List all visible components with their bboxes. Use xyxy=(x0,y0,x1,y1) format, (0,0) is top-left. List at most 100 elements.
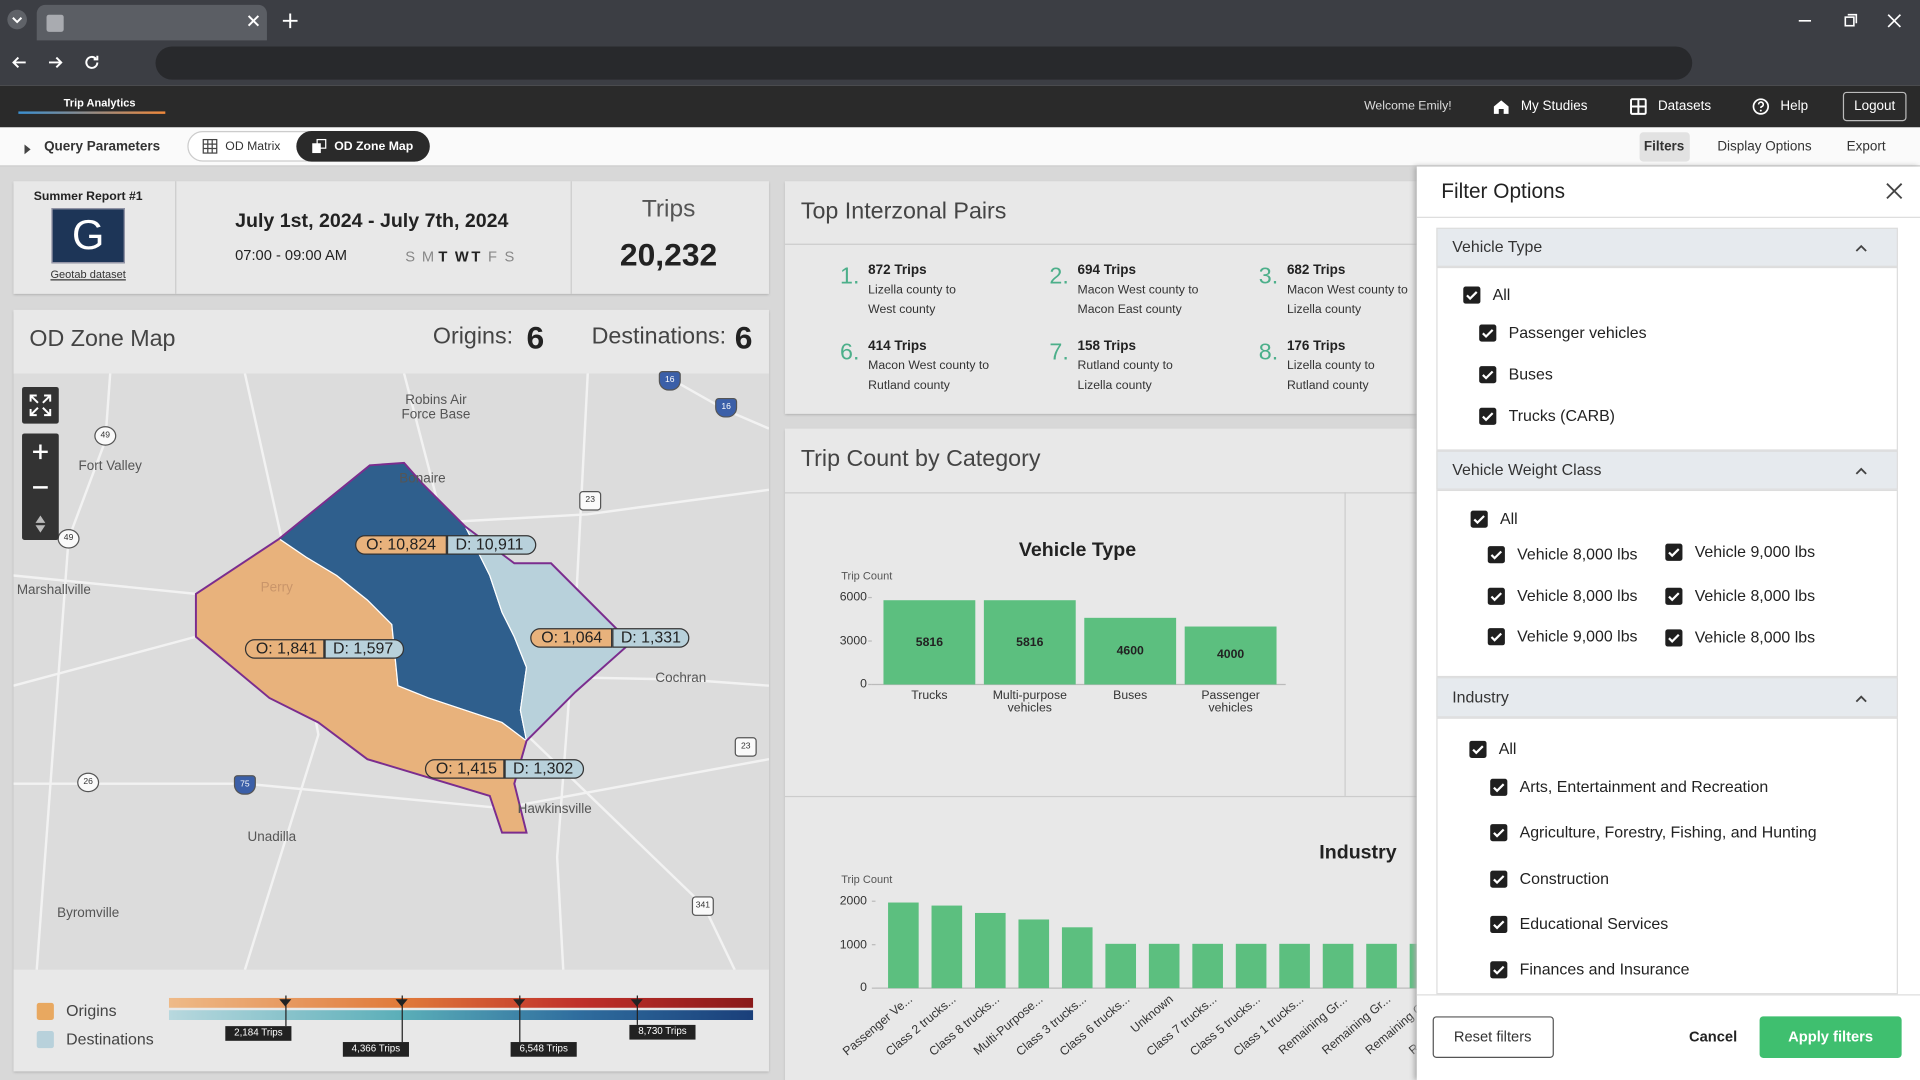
tab-label[interactable]: OD Matrix xyxy=(225,140,281,154)
forward[interactable] xyxy=(45,53,65,73)
checkbox[interactable] xyxy=(1479,366,1497,384)
tab-favicon xyxy=(46,14,64,32)
section-title[interactable]: Vehicle Weight Class xyxy=(1452,460,1602,479)
tab-icon[interactable] xyxy=(311,138,327,154)
origins-toggle[interactable] xyxy=(36,1002,54,1020)
new-tab[interactable] xyxy=(280,11,300,31)
restore[interactable] xyxy=(1840,11,1860,31)
checkbox[interactable] xyxy=(1490,870,1508,888)
checkbox[interactable] xyxy=(1469,740,1487,758)
dataset-link[interactable]: Geotab dataset xyxy=(50,268,126,281)
filter-option[interactable]: Buses xyxy=(1508,364,1553,384)
back[interactable] xyxy=(10,53,30,73)
section-header[interactable] xyxy=(1436,677,1898,718)
filter-option[interactable]: All xyxy=(1498,739,1517,758)
section-header[interactable] xyxy=(1436,450,1898,490)
checkbox[interactable] xyxy=(1665,629,1683,647)
tab-close[interactable] xyxy=(245,12,262,29)
destinations-toggle[interactable] xyxy=(36,1031,54,1049)
checkbox[interactable] xyxy=(1463,286,1481,304)
zone-destination-pill[interactable] xyxy=(324,639,405,659)
checkbox[interactable] xyxy=(1470,510,1488,528)
minimize[interactable] xyxy=(1795,11,1815,31)
filter-option[interactable]: Vehicle 9,000 lbs xyxy=(1517,626,1638,646)
filter-option[interactable]: Arts, Entertainment and Recreation xyxy=(1519,777,1769,796)
checkbox[interactable] xyxy=(1490,778,1508,796)
nav-link[interactable]: Datasets xyxy=(1657,99,1712,114)
zone-origin-pill[interactable] xyxy=(244,639,325,659)
nav-link[interactable]: Help xyxy=(1780,99,1809,114)
zone-destination-pill[interactable] xyxy=(504,759,585,779)
filter-option[interactable]: Construction xyxy=(1519,869,1609,888)
nav-icon[interactable] xyxy=(1751,97,1771,117)
back-glyph xyxy=(12,56,26,69)
tab-label[interactable]: OD Zone Map xyxy=(334,140,414,154)
filter-option[interactable]: All xyxy=(1500,509,1518,528)
tab-icon[interactable] xyxy=(202,138,218,154)
collapse-icon[interactable] xyxy=(1854,463,1869,478)
pair-rank: 6. xyxy=(840,339,860,366)
filter-option[interactable]: Educational Services xyxy=(1519,914,1669,933)
close-panel[interactable] xyxy=(1884,181,1904,201)
checkbox[interactable] xyxy=(1490,824,1508,842)
fullscreen-icon[interactable] xyxy=(28,393,52,417)
query-parameters[interactable]: Query Parameters xyxy=(44,139,161,155)
zone-destination-pill[interactable] xyxy=(446,535,537,555)
cancel-button[interactable]: Cancel xyxy=(1688,1027,1738,1045)
filter-option[interactable]: Trucks (CARB) xyxy=(1508,406,1615,425)
toolbar-action[interactable]: Filters xyxy=(1643,139,1685,155)
nav-link[interactable]: My Studies xyxy=(1520,99,1588,114)
checkbox[interactable] xyxy=(1479,407,1497,425)
checkbox[interactable] xyxy=(1479,324,1497,342)
logout-button[interactable] xyxy=(1842,91,1907,122)
section-header[interactable] xyxy=(1436,227,1898,267)
check-mark xyxy=(1482,412,1494,422)
zoom-in[interactable] xyxy=(31,442,51,462)
expand-arrow[interactable] xyxy=(21,140,33,155)
filter-option[interactable]: Finances and Insurance xyxy=(1519,959,1690,979)
zone-destination-pill[interactable] xyxy=(612,628,690,648)
zoom-out[interactable] xyxy=(31,478,51,498)
reload[interactable] xyxy=(82,53,102,73)
browser-tab[interactable] xyxy=(36,4,267,41)
checkbox[interactable] xyxy=(1487,587,1505,605)
fullscreen-button[interactable] xyxy=(22,386,59,424)
scale-line xyxy=(284,995,286,1027)
zone-origin-pill[interactable] xyxy=(355,535,447,555)
destinations-label: Destinations: xyxy=(591,323,727,350)
toolbar-action[interactable]: Display Options xyxy=(1717,139,1812,155)
section-title[interactable]: Vehicle Type xyxy=(1452,237,1543,256)
filter-option[interactable]: Vehicle 8,000 lbs xyxy=(1694,627,1816,647)
collapse-icon[interactable] xyxy=(1854,240,1869,255)
section-title[interactable]: Industry xyxy=(1452,687,1509,706)
zone-origin-pill[interactable] xyxy=(424,759,505,779)
filter-option[interactable]: Agriculture, Forestry, Fishing, and Hunt… xyxy=(1519,822,1817,842)
toolbar-action[interactable]: Export xyxy=(1846,139,1886,155)
checkbox[interactable] xyxy=(1487,628,1505,646)
address-bar[interactable] xyxy=(155,46,1693,80)
apply-button[interactable] xyxy=(1759,1016,1902,1058)
filter-option[interactable]: All xyxy=(1492,285,1511,304)
tab-menu[interactable] xyxy=(6,9,28,31)
reset-button[interactable] xyxy=(1432,1016,1554,1058)
checkbox[interactable] xyxy=(1490,915,1508,934)
filter-option[interactable]: Vehicle 8,000 lbs xyxy=(1517,544,1638,564)
filter-option[interactable]: Passenger vehicles xyxy=(1508,323,1647,342)
nav-icon[interactable] xyxy=(1629,97,1649,117)
close-window[interactable] xyxy=(1884,11,1904,31)
checkbox[interactable] xyxy=(1487,546,1505,564)
compass[interactable] xyxy=(31,514,51,534)
checkbox[interactable] xyxy=(1665,587,1683,605)
collapse-icon[interactable] xyxy=(1854,690,1869,705)
checkbox[interactable] xyxy=(1665,543,1683,561)
filter-option[interactable]: Vehicle 8,000 lbs xyxy=(1517,586,1638,605)
bar xyxy=(1148,943,1180,989)
filter-option[interactable]: Vehicle 8,000 lbs xyxy=(1694,586,1816,605)
filter-option[interactable]: Vehicle 9,000 lbs xyxy=(1694,542,1816,561)
zone-origin-pill[interactable] xyxy=(530,628,613,648)
checkbox[interactable] xyxy=(1490,961,1508,979)
action-active[interactable] xyxy=(1639,132,1690,162)
section-body xyxy=(1436,717,1898,995)
bar-value-label: 4000 xyxy=(1216,648,1245,663)
nav-icon[interactable] xyxy=(1491,97,1511,117)
